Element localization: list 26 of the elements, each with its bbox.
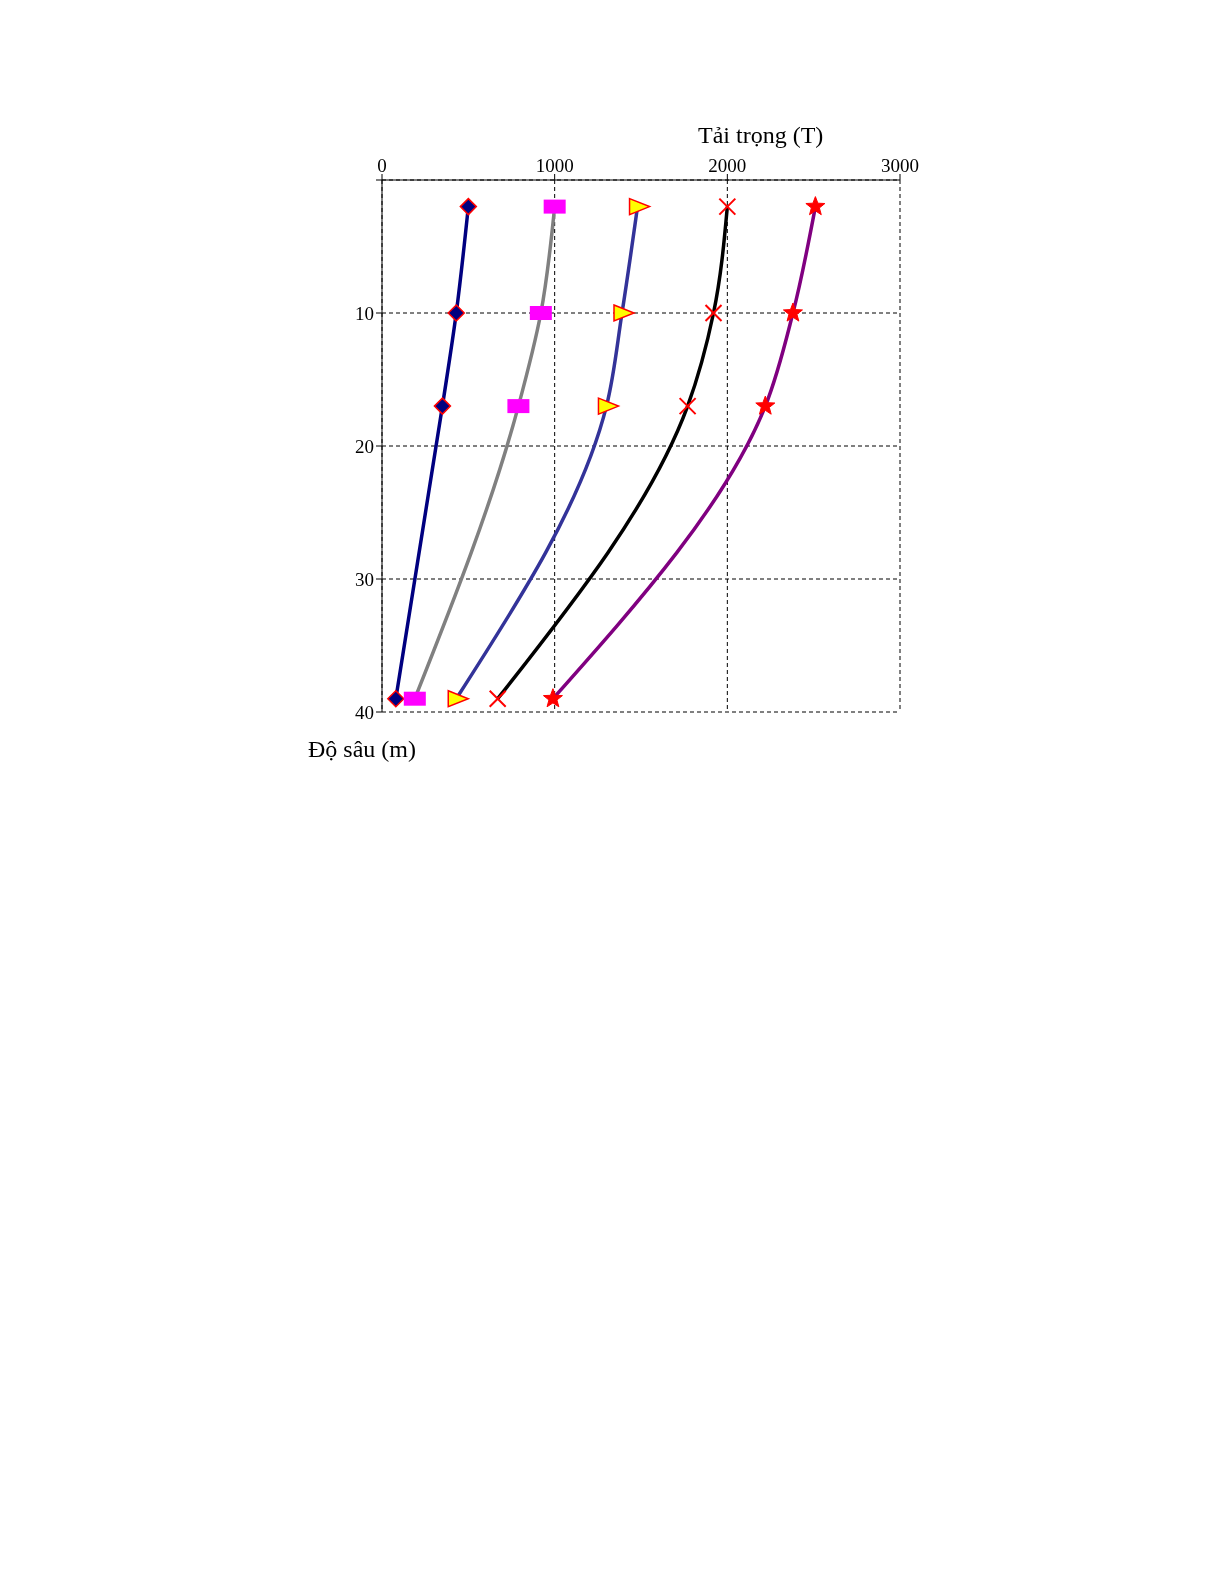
x-axis-title: Tải trọng (T) — [698, 122, 824, 149]
point — [678, 397, 697, 416]
point — [597, 397, 620, 415]
point — [447, 304, 465, 322]
point — [459, 197, 478, 216]
y-tick-label: 10 — [355, 302, 374, 324]
point — [704, 304, 723, 322]
point — [488, 689, 507, 708]
point — [613, 304, 635, 322]
point — [718, 197, 737, 216]
x-tick-label: 0 — [377, 155, 387, 176]
x-tick-label: 1000 — [535, 155, 574, 176]
point — [433, 397, 452, 415]
point — [387, 689, 405, 708]
point — [755, 395, 776, 415]
x-tick-label: 2000 — [708, 155, 747, 176]
point — [805, 196, 826, 216]
point — [542, 688, 563, 708]
point — [447, 689, 469, 708]
point — [628, 197, 651, 216]
y-axis-title: Độ sâu (m) — [308, 736, 416, 763]
point — [782, 302, 803, 322]
y-tick-label: 20 — [355, 435, 374, 457]
y-tick-label: 40 — [355, 701, 374, 723]
y-tick-label: 30 — [355, 568, 374, 590]
x-tick-label: 3000 — [881, 155, 919, 176]
